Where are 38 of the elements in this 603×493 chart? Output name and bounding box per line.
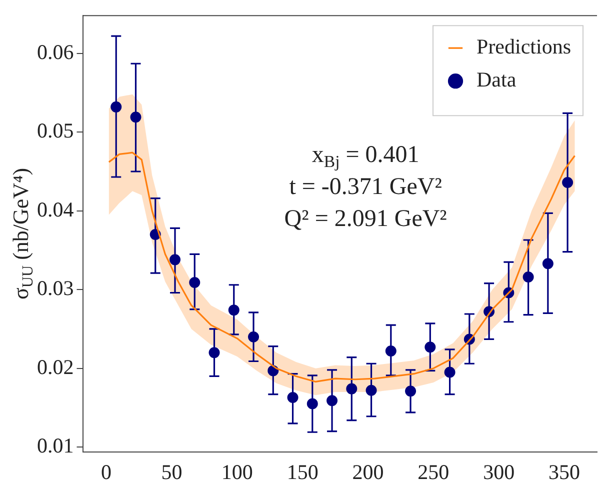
point [326, 395, 338, 406]
point [522, 272, 534, 283]
x-tick-label: 250 [418, 460, 450, 484]
x-tick-label: 50 [161, 460, 182, 484]
point [366, 384, 377, 396]
x-tick-label: 200 [352, 460, 384, 484]
y-tick-label: 0.04 [37, 197, 74, 222]
y-axis-title: σUU (nb/GeV⁴) [8, 168, 37, 300]
y-tick-label: 0.05 [37, 118, 74, 143]
y-tick-label: 0.01 [37, 434, 74, 458]
legend-label: Predictions [476, 34, 572, 59]
point [208, 347, 220, 358]
point [542, 258, 554, 270]
point [385, 346, 396, 357]
point [189, 277, 200, 288]
legend-label: Data [476, 68, 517, 92]
point [287, 392, 298, 403]
point [228, 304, 240, 316]
point [110, 101, 122, 112]
point [130, 112, 142, 123]
annotation: t = -0.371 GeV² [289, 174, 442, 200]
x-tick-label: 350 [548, 460, 580, 484]
point [444, 366, 456, 378]
x-tick-label: 150 [286, 460, 318, 484]
point [170, 254, 180, 266]
y-tick-label: 0.03 [37, 276, 74, 300]
point [346, 383, 358, 394]
point [306, 398, 318, 410]
annotation: Q² = 2.091 GeV² [284, 206, 447, 232]
x-tick-label: 100 [221, 460, 253, 484]
point [405, 386, 416, 397]
x-tick-label: 0 [101, 460, 112, 484]
point [562, 177, 574, 188]
point [424, 342, 436, 353]
x-tick-label: 300 [483, 460, 515, 484]
point [248, 331, 260, 342]
y-tick-label: 0.02 [37, 354, 74, 379]
y-tick-label: 0.06 [37, 40, 74, 64]
